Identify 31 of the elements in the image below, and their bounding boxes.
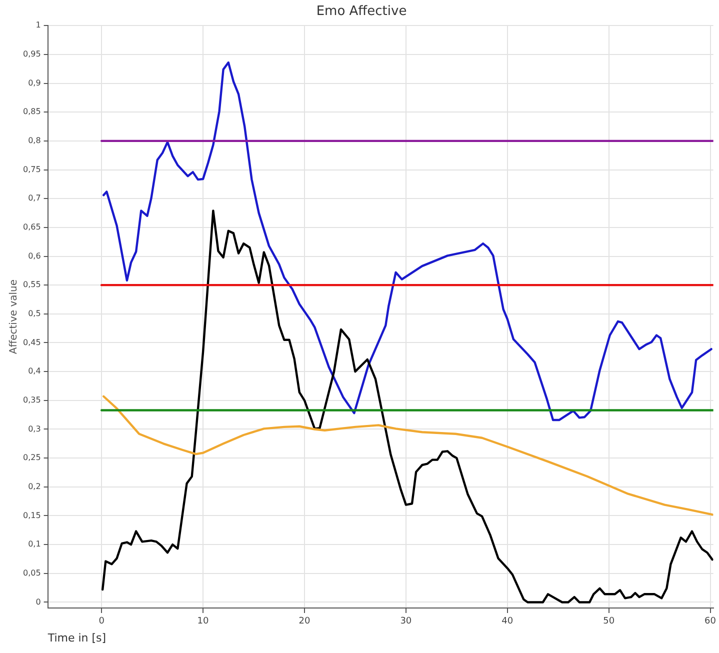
y-tick-label: 0,55 — [23, 280, 41, 290]
y-tick-label: 0,3 — [28, 424, 41, 434]
x-tick-label: 10 — [197, 616, 210, 627]
y-tick-label: 1 — [36, 20, 41, 30]
x-tick-label: 0 — [98, 616, 105, 627]
y-tick-label: 0,15 — [23, 510, 41, 520]
y-tick-label: 0,45 — [23, 338, 41, 347]
x-axis-title: Time in [s] — [46, 631, 106, 644]
y-tick-label: 0,35 — [23, 395, 41, 404]
y-axis-title: Affective value — [8, 279, 20, 354]
x-tick-label: 20 — [298, 616, 310, 627]
y-tick-label: 0,4 — [28, 366, 41, 376]
y-tick-label: 0,8 — [28, 136, 41, 146]
y-tick-label: 0,25 — [23, 453, 41, 462]
y-tick-label: 0,2 — [28, 482, 41, 491]
x-tick-label: 30 — [400, 616, 412, 627]
x-tick-label: 50 — [603, 616, 615, 627]
y-tick-label: 0,75 — [23, 164, 41, 174]
x-tick-label: 40 — [502, 616, 514, 627]
y-tick-label: 0,6 — [28, 251, 41, 260]
y-tick-label: 0,1 — [28, 540, 41, 549]
y-tick-label: 0,9 — [28, 78, 41, 88]
y-tick-label: 0,85 — [23, 107, 41, 116]
y-tick-label: 0,7 — [28, 194, 41, 203]
y-tick-label: 0,95 — [23, 50, 41, 59]
y-tick-label: 0,5 — [28, 308, 41, 318]
x-tick-label: 60 — [704, 616, 716, 627]
y-tick-label: 0,65 — [23, 222, 41, 232]
chart-title: Emo Affective — [316, 4, 407, 20]
y-tick-label: 0,05 — [23, 568, 41, 578]
y-tick-label: 0 — [36, 597, 41, 606]
